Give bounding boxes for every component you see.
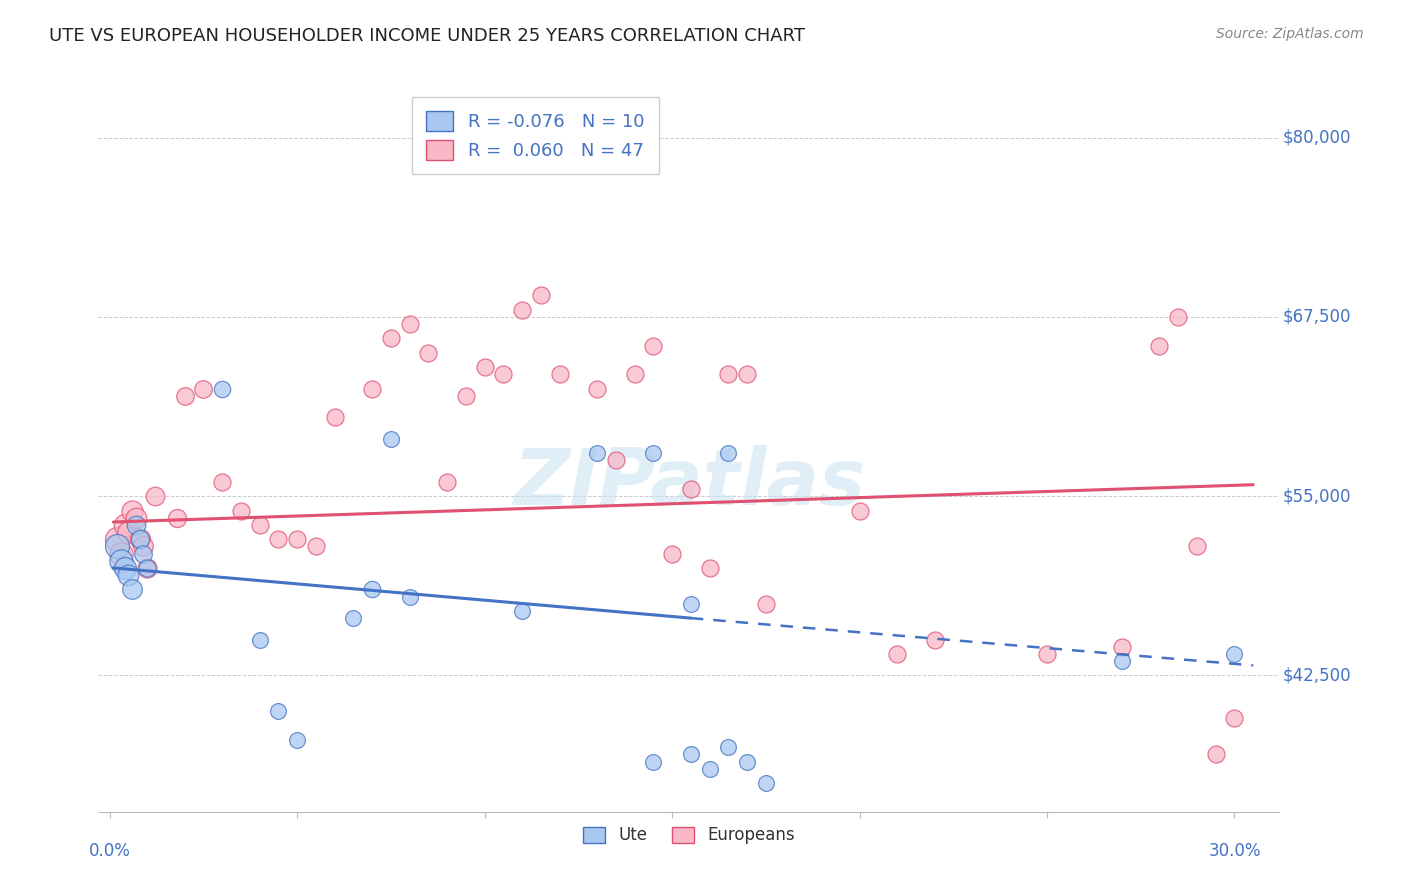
Point	[398, 590, 420, 604]
Point	[249, 517, 271, 532]
Point	[924, 632, 946, 647]
Point	[211, 382, 233, 396]
Point	[305, 540, 328, 554]
Point	[114, 561, 136, 575]
Point	[361, 582, 384, 597]
Point	[121, 582, 143, 597]
Point	[510, 604, 533, 618]
Point	[661, 547, 683, 561]
Point	[110, 554, 132, 568]
Point	[1036, 647, 1059, 661]
Text: $42,500: $42,500	[1284, 666, 1351, 684]
Point	[548, 368, 571, 382]
Point	[285, 533, 308, 547]
Point	[643, 446, 665, 460]
Text: ZIPatlas: ZIPatlas	[513, 444, 865, 521]
Point	[1111, 640, 1133, 654]
Point	[492, 368, 515, 382]
Point	[128, 533, 150, 547]
Point	[1223, 711, 1246, 725]
Point	[136, 561, 159, 575]
Point	[267, 533, 290, 547]
Point	[267, 704, 290, 718]
Point	[717, 446, 740, 460]
Point	[586, 446, 609, 460]
Point	[380, 331, 402, 345]
Point	[380, 432, 402, 446]
Point	[735, 755, 758, 769]
Point	[125, 517, 148, 532]
Point	[361, 382, 384, 396]
Point	[173, 389, 195, 403]
Point	[125, 510, 148, 524]
Point	[105, 533, 128, 547]
Text: 30.0%: 30.0%	[1208, 842, 1261, 860]
Point	[249, 632, 271, 647]
Point	[117, 524, 139, 539]
Point	[132, 540, 155, 554]
Point	[117, 568, 139, 582]
Text: $55,000: $55,000	[1284, 487, 1351, 505]
Point	[1205, 747, 1227, 762]
Point	[342, 611, 364, 625]
Point	[586, 382, 609, 396]
Point	[755, 776, 778, 790]
Point	[679, 747, 702, 762]
Point	[474, 360, 496, 375]
Point	[114, 517, 136, 532]
Point	[128, 533, 150, 547]
Point	[323, 410, 346, 425]
Point	[166, 510, 188, 524]
Point	[1149, 338, 1171, 352]
Point	[136, 561, 159, 575]
Point	[643, 338, 665, 352]
Point	[132, 547, 155, 561]
Point	[1185, 540, 1208, 554]
Legend: Ute, Europeans: Ute, Europeans	[576, 820, 801, 851]
Point	[454, 389, 477, 403]
Point	[436, 475, 458, 489]
Point	[735, 368, 758, 382]
Point	[193, 382, 215, 396]
Point	[679, 482, 702, 496]
Point	[121, 503, 143, 517]
Point	[699, 762, 721, 776]
Point	[143, 489, 166, 503]
Point	[110, 547, 132, 561]
Point	[623, 368, 645, 382]
Point	[211, 475, 233, 489]
Point	[679, 597, 702, 611]
Point	[398, 317, 420, 331]
Point	[285, 733, 308, 747]
Point	[717, 740, 740, 755]
Point	[1111, 654, 1133, 668]
Point	[755, 597, 778, 611]
Point	[699, 561, 721, 575]
Point	[848, 503, 870, 517]
Point	[229, 503, 252, 517]
Text: Source: ZipAtlas.com: Source: ZipAtlas.com	[1216, 27, 1364, 41]
Point	[717, 368, 740, 382]
Text: UTE VS EUROPEAN HOUSEHOLDER INCOME UNDER 25 YEARS CORRELATION CHART: UTE VS EUROPEAN HOUSEHOLDER INCOME UNDER…	[49, 27, 806, 45]
Text: $80,000: $80,000	[1284, 128, 1351, 146]
Point	[418, 345, 440, 359]
Point	[643, 755, 665, 769]
Point	[105, 540, 128, 554]
Text: $67,500: $67,500	[1284, 308, 1351, 326]
Point	[530, 288, 553, 302]
Text: 0.0%: 0.0%	[89, 842, 131, 860]
Point	[1167, 310, 1189, 324]
Point	[605, 453, 627, 467]
Point	[886, 647, 908, 661]
Point	[510, 302, 533, 317]
Point	[1223, 647, 1246, 661]
